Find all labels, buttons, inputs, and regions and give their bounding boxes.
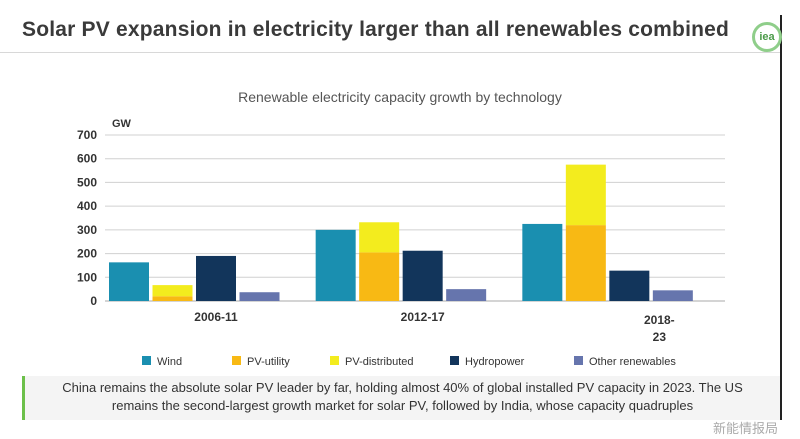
y-tick-label: 100 — [77, 270, 97, 284]
slide-border — [780, 15, 782, 420]
bar-pv-utility — [152, 296, 193, 301]
bar-chart: Renewable electricity capacity growth by… — [77, 89, 725, 368]
x-tick-label: 2018- — [644, 313, 675, 327]
bar-wind — [109, 262, 149, 301]
legend-label: Hydropower — [465, 356, 525, 368]
watermark: 新能情报局 — [713, 421, 778, 437]
y-axis-unit: GW — [112, 118, 132, 130]
bar-pv-distributed — [359, 222, 400, 253]
caption-line-1: China remains the absolute solar PV lead… — [62, 380, 743, 395]
legend-swatch — [330, 356, 339, 365]
legend-swatch — [142, 356, 151, 365]
bar-pv-distributed — [565, 164, 606, 226]
iea-logo: iea — [752, 22, 782, 52]
x-tick-label: 2006-11 — [194, 310, 238, 324]
bar-hydropower — [402, 250, 443, 301]
legend-swatch — [450, 356, 459, 365]
bar-pv-utility — [565, 225, 606, 301]
caption-line-2: remains the second-largest growth market… — [111, 398, 694, 413]
legend-label: Other renewables — [589, 356, 676, 368]
bar-other-renewables — [652, 290, 693, 301]
legend-label: Wind — [157, 356, 182, 368]
chart-title: Renewable electricity capacity growth by… — [238, 89, 562, 105]
bar-other-renewables — [446, 289, 487, 301]
y-tick-label: 200 — [77, 247, 97, 261]
slide-title: Solar PV expansion in electricity larger… — [22, 18, 730, 41]
bar-other-renewables — [239, 292, 280, 301]
bar-hydropower — [196, 255, 236, 301]
legend-swatch — [232, 356, 241, 365]
watermark-text: 新能情报局 — [712, 421, 778, 436]
y-tick-label: 700 — [77, 128, 97, 142]
bar-pv-utility — [359, 252, 400, 301]
x-tick-label: 2012-17 — [401, 310, 445, 324]
title-divider — [0, 52, 781, 53]
legend-label: PV-distributed — [345, 356, 413, 368]
bar-wind — [315, 229, 356, 301]
y-tick-label: 0 — [90, 294, 97, 308]
y-tick-label: 600 — [77, 152, 97, 166]
caption-box: China remains the absolute solar PV lead… — [22, 376, 780, 420]
legend-swatch — [574, 356, 583, 365]
bar-hydropower — [609, 270, 650, 301]
y-tick-label: 400 — [77, 199, 97, 213]
y-tick-label: 500 — [77, 175, 97, 189]
y-tick-label: 300 — [77, 223, 97, 237]
x-tick-label: 23 — [653, 330, 667, 344]
bar-pv-distributed — [152, 285, 193, 297]
bar-wind — [522, 223, 563, 301]
legend-label: PV-utility — [247, 356, 290, 368]
